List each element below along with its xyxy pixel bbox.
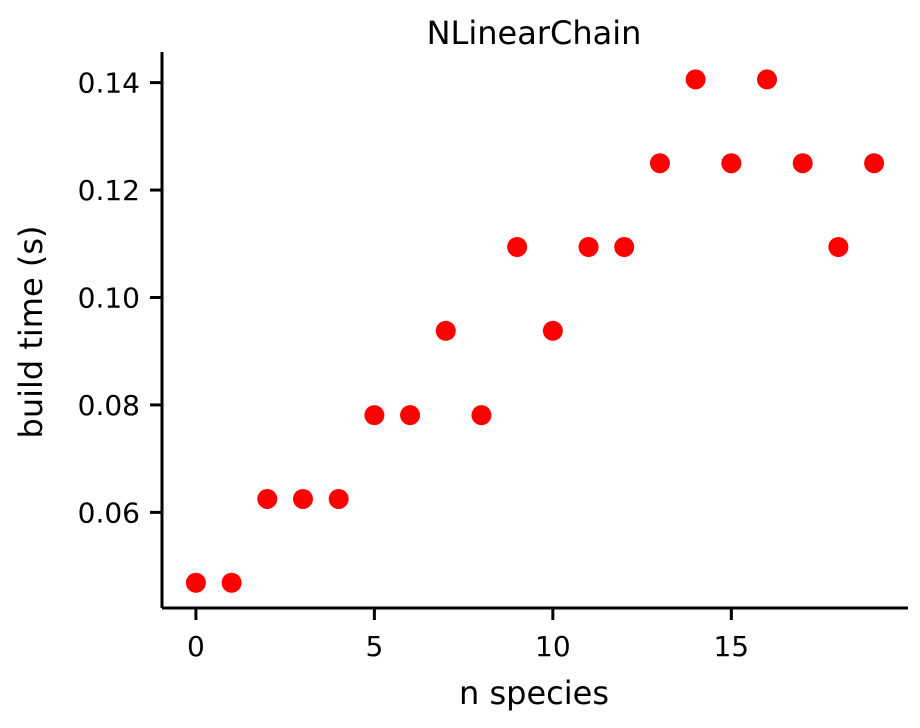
data-point [828, 237, 849, 258]
data-point [507, 237, 528, 258]
x-axis: 0 5 10 15 [162, 606, 908, 663]
y-tick-label: 0.12 [78, 174, 140, 207]
data-point [364, 405, 385, 426]
x-tick-label: 15 [713, 630, 749, 663]
data-point [614, 237, 635, 258]
data-point [435, 320, 456, 341]
y-axis-title: build time (s) [12, 226, 50, 439]
data-point [471, 405, 492, 426]
data-point [649, 153, 670, 174]
data-point [685, 69, 706, 90]
x-tick-label: 5 [365, 630, 383, 663]
data-point [292, 488, 313, 509]
data-point [221, 572, 242, 593]
y-axis: 0.06 0.08 0.10 0.12 0.14 [78, 52, 164, 608]
x-axis-title: n species [459, 674, 609, 712]
data-point [542, 320, 563, 341]
chart-title: NLinearChain [427, 14, 642, 52]
y-tick-label: 0.08 [78, 389, 140, 422]
data-point [185, 572, 206, 593]
data-point [757, 69, 778, 90]
y-tick-label: 0.10 [78, 281, 140, 314]
x-tick-label: 0 [187, 630, 205, 663]
data-point [792, 153, 813, 174]
data-point [257, 488, 278, 509]
y-tick-label: 0.14 [78, 67, 140, 100]
y-tick-label: 0.06 [78, 496, 140, 529]
data-point [578, 237, 599, 258]
x-tick-label: 10 [535, 630, 571, 663]
data-point [400, 405, 421, 426]
data-points [185, 69, 885, 593]
data-point [328, 488, 349, 509]
data-point [864, 153, 885, 174]
data-point [721, 153, 742, 174]
